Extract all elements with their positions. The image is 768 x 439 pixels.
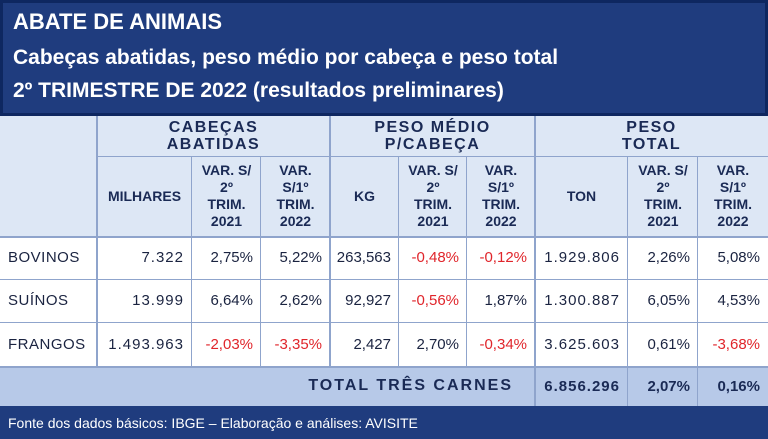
cell-kg: 92,927 — [345, 292, 391, 309]
cell-var: -3,35% — [274, 335, 322, 353]
cell-milhares: 13.999 — [132, 292, 184, 309]
grid-line — [697, 156, 698, 406]
grid-line — [0, 366, 768, 368]
cell-kg: 263,563 — [336, 249, 391, 266]
row-label-frangos: FRANGOS — [8, 335, 86, 353]
table-title: ABATE DE ANIMAIS — [13, 9, 222, 34]
cell-var: 5,08% — [717, 249, 760, 266]
cell-ton: 1.300.887 — [544, 292, 620, 309]
cell-kg: 2,427 — [353, 335, 391, 353]
cell-var: 2,62% — [279, 292, 322, 309]
col-cabecas-var-2t21: VAR. S/ 2º TRIM. 2021 — [192, 156, 261, 236]
col-ton: TON — [535, 156, 628, 236]
table-header: ABATE DE ANIMAIS Cabeças abatidas, peso … — [0, 0, 768, 116]
col-peso-medio-var-1t22: VAR. S/1º TRIM. 2022 — [467, 156, 535, 236]
grid-line — [329, 116, 331, 366]
col-peso-total-var-1t22: VAR. S/1º TRIM. 2022 — [698, 156, 768, 236]
cell-var: 1,87% — [484, 292, 527, 309]
row-label-bovinos: BOVINOS — [8, 249, 80, 266]
cell-ton: 3.625.603 — [544, 335, 620, 353]
cell-var: -3,68% — [712, 335, 760, 353]
table-subtitle: Cabeças abatidas, peso médio por cabeça … — [13, 46, 559, 69]
cell-var: -2,03% — [205, 335, 253, 353]
cell-milhares: 7.322 — [141, 249, 184, 266]
grid-line — [96, 156, 768, 157]
col-milhares: MILHARES — [97, 156, 192, 236]
source-footer: Fonte dos dados básicos: IBGE – Elaboraç… — [0, 406, 768, 439]
total-row — [0, 366, 768, 406]
section-peso-medio: PESO MÉDIO P/CABEÇA — [330, 116, 535, 156]
grid-line — [534, 116, 536, 406]
section-cabecas: CABEÇAS ABATIDAS — [97, 116, 330, 156]
cell-ton: 1.929.806 — [544, 249, 620, 266]
grid-line — [0, 236, 768, 238]
cell-var: -0,56% — [411, 292, 459, 309]
grid-line — [191, 156, 192, 366]
cell-var: 2,70% — [416, 335, 459, 353]
total-var-2t21: 2,07% — [647, 377, 690, 395]
col-peso-total-var-2t21: VAR. S/ 2º TRIM. 2021 — [628, 156, 698, 236]
total-label: TOTAL TRÊS CARNES — [308, 377, 513, 394]
cell-var: 2,26% — [647, 249, 690, 266]
cell-var: 6,64% — [210, 292, 253, 309]
cell-var: 4,53% — [717, 292, 760, 309]
col-kg: KG — [330, 156, 399, 236]
col-cabecas-var-1t22: VAR. S/1º TRIM. 2022 — [261, 156, 330, 236]
corner-cell — [0, 116, 97, 236]
cell-var: -0,12% — [479, 249, 527, 266]
cell-var: 6,05% — [647, 292, 690, 309]
cell-var: -0,34% — [479, 335, 527, 353]
col-peso-medio-var-2t21: VAR. S/ 2º TRIM. 2021 — [399, 156, 467, 236]
grid-line — [0, 279, 768, 280]
grid-line — [398, 156, 399, 366]
section-peso-total: PESO TOTAL — [535, 116, 768, 156]
grid-line — [0, 322, 768, 323]
grid-line — [260, 156, 261, 366]
row-label-suinos: SUÍNOS — [8, 292, 69, 309]
cell-var: 5,22% — [279, 249, 322, 266]
cell-milhares: 1.493.963 — [108, 335, 184, 353]
table-period: 2º TRIMESTRE DE 2022 (resultados prelimi… — [13, 79, 504, 102]
cell-var: 0,61% — [647, 335, 690, 353]
total-ton: 6.856.296 — [544, 377, 620, 395]
cell-var: -0,48% — [411, 249, 459, 266]
grid-line — [96, 116, 98, 366]
total-var-1t22: 0,16% — [717, 377, 760, 395]
grid-line — [466, 156, 467, 366]
grid-line — [627, 156, 628, 406]
cell-var: 2,75% — [210, 249, 253, 266]
